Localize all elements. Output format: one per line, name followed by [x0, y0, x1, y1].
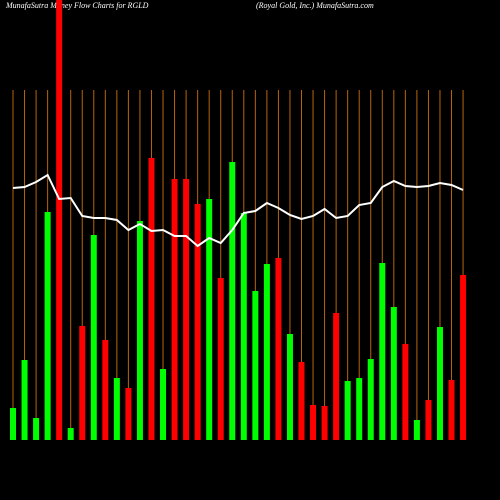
bar — [310, 405, 317, 440]
bar — [425, 400, 432, 440]
bar — [125, 388, 132, 440]
bar — [21, 360, 28, 440]
bar — [448, 380, 455, 440]
bar — [263, 264, 270, 440]
bar — [56, 0, 63, 440]
bar — [286, 334, 293, 440]
bar — [102, 340, 109, 440]
bar — [321, 406, 328, 440]
bar — [390, 307, 397, 440]
chart-title: MunafaSutra Money Flow Charts for RGLD — [5, 1, 149, 10]
bar — [33, 418, 40, 440]
bar — [275, 258, 282, 440]
bar — [206, 199, 213, 440]
bar — [229, 162, 236, 440]
bar — [217, 278, 224, 440]
bar — [10, 408, 16, 440]
bar — [90, 235, 97, 440]
bar — [148, 158, 155, 440]
bar — [333, 313, 340, 440]
bar — [67, 428, 74, 440]
bar — [356, 378, 363, 440]
bar — [379, 263, 386, 440]
bar — [344, 381, 351, 440]
bar — [252, 291, 259, 440]
bar — [171, 179, 178, 440]
bar — [183, 179, 190, 440]
bar — [298, 362, 305, 440]
bar — [194, 204, 201, 440]
money-flow-line — [12, 173, 464, 248]
bar — [367, 359, 374, 440]
bar — [44, 212, 51, 440]
bar — [79, 326, 86, 440]
bar — [136, 221, 143, 440]
bar — [402, 344, 409, 440]
chart-subtitle: (Royal Gold, Inc.) MunafaSutra.com — [256, 1, 374, 10]
bar — [436, 327, 443, 440]
bar — [413, 420, 420, 440]
bar — [160, 369, 167, 440]
bar — [240, 213, 247, 440]
bar — [113, 378, 120, 440]
bar — [460, 275, 467, 440]
